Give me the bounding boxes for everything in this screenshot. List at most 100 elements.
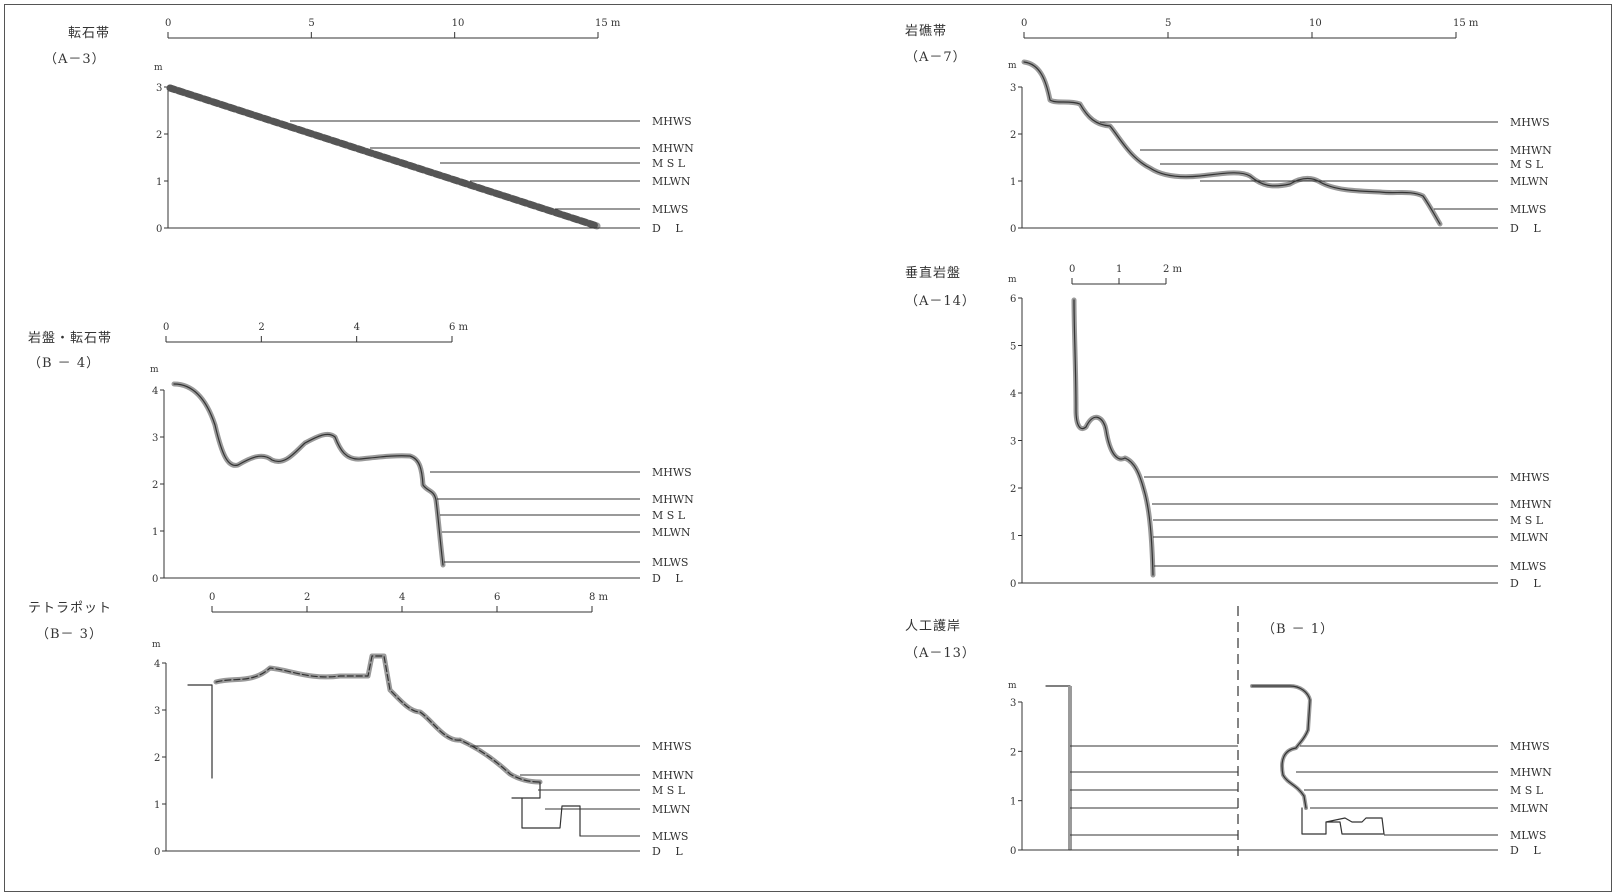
scale-tick-label-a7: 5 xyxy=(1165,18,1171,29)
rock-profile-b1-edge xyxy=(1251,685,1311,809)
depth-tick-label-b3: 2 xyxy=(154,753,160,764)
scale-tick-label-b4: 0 xyxy=(163,322,169,333)
panel-b3-title: テトラポット xyxy=(28,601,113,616)
tide-level-label-a14: MHWS xyxy=(1510,471,1550,484)
depth-tick-label-a3: 2 xyxy=(156,130,162,141)
depth-tick-label-a13: 2 xyxy=(1010,747,1016,758)
depth-tick-label-b3: 4 xyxy=(154,659,160,670)
depth-tick-label-a7: 2 xyxy=(1010,130,1016,141)
tide-level-label-a14: MLWN xyxy=(1510,531,1549,544)
tide-level-label-a7: MLWS xyxy=(1510,203,1546,216)
depth-unit-a14: m xyxy=(1008,275,1017,285)
depth-tick-label-a7: 1 xyxy=(1010,177,1016,188)
tetrapod-profile-edge xyxy=(215,655,541,783)
panel-a14-code: （A－14） xyxy=(905,294,976,309)
tide-level-label-a14: D L xyxy=(1510,577,1541,590)
panel-a13-title: 人工護岸 xyxy=(905,619,962,634)
depth-tick-label-b4: 1 xyxy=(152,527,158,538)
tide-level-label-a13: MLWS xyxy=(1510,829,1546,842)
tetrapod-profile xyxy=(213,653,543,785)
tide-level-label-a3: MHWN xyxy=(652,142,694,155)
tide-level-label-b4: M S L xyxy=(652,509,686,522)
boulder-slope-texture xyxy=(166,84,601,230)
depth-tick-label-a3: 3 xyxy=(156,83,162,94)
depth-tick-label-b4: 2 xyxy=(152,480,158,491)
panel-a14-title: 垂直岩盤 xyxy=(905,266,962,281)
tide-level-label-a13: D L xyxy=(1510,844,1541,857)
scale-tick-label-a14: 1 xyxy=(1116,264,1122,275)
tide-level-label-b3: M S L xyxy=(652,784,686,797)
tide-level-label-a7: MHWN xyxy=(1510,144,1552,157)
tide-level-label-b4: MHWN xyxy=(652,493,694,506)
tide-level-label-a3: D L xyxy=(652,222,683,235)
scale-tick-label-a7: 10 xyxy=(1309,18,1322,29)
depth-tick-label-a7: 3 xyxy=(1010,83,1016,94)
rock-profile-b4 xyxy=(171,381,446,568)
rock-profile-a14-edge xyxy=(1073,299,1154,576)
tide-level-label-a14: M S L xyxy=(1510,514,1544,527)
scale-tick-label-b3: 0 xyxy=(209,592,215,603)
depth-tick-label-b3: 0 xyxy=(154,847,160,858)
depth-tick-label-a14: 1 xyxy=(1010,532,1016,543)
rock-profile-a7-edge xyxy=(1023,61,1441,225)
panel-a7-code: （A－7） xyxy=(905,50,967,65)
depth-tick-label-b3: 3 xyxy=(154,706,160,717)
panel-a3-title: 転石帯 xyxy=(68,26,111,41)
depth-tick-label-a14: 5 xyxy=(1010,342,1016,353)
scale-tick-label-a3: 5 xyxy=(308,18,314,29)
tide-level-label-a7: D L xyxy=(1510,222,1541,235)
rock-profile-a14 xyxy=(1071,297,1156,578)
seawall-a13 xyxy=(1045,685,1071,851)
tetrapod-base xyxy=(511,781,581,837)
tide-level-label-b3: D L xyxy=(652,845,683,858)
panel-a3-code: （A－3） xyxy=(44,52,106,67)
depth-tick-label-b4: 4 xyxy=(152,386,158,397)
panel-a7-title: 岩礁帯 xyxy=(905,24,948,39)
depth-tick-label-a7: 0 xyxy=(1010,224,1016,235)
depth-tick-label-a14: 3 xyxy=(1010,437,1016,448)
scale-tick-label-b3: 6 xyxy=(494,592,500,603)
depth-tick-label-a14: 6 xyxy=(1010,294,1016,305)
scale-tick-label-a14: 0 xyxy=(1069,264,1075,275)
scale-tick-label-a14: 2 m xyxy=(1163,264,1183,275)
rock-profile-a7 xyxy=(1021,59,1443,227)
rock-profile-b4-edge xyxy=(173,383,444,566)
depth-unit-b3: m xyxy=(152,640,161,650)
depth-tick-label-b4: 0 xyxy=(152,574,158,585)
blocks-b1 xyxy=(1301,807,1385,835)
depth-unit-a7: m xyxy=(1008,61,1017,71)
tide-level-label-b3: MLWS xyxy=(652,830,688,843)
depth-tick-label-a3: 0 xyxy=(156,224,162,235)
panel-b4-code: （B － 4） xyxy=(28,356,101,371)
panel-b3-code: （B－ 3） xyxy=(36,627,103,642)
tide-level-label-a13: MHWS xyxy=(1510,740,1550,753)
depth-tick-label-a14: 4 xyxy=(1010,389,1016,400)
depth-unit-a3: m xyxy=(154,63,163,73)
depth-tick-label-b4: 3 xyxy=(152,433,158,444)
rock-profile-b1 xyxy=(1250,684,1312,810)
scale-tick-label-b3: 2 xyxy=(304,592,310,603)
panel-b4-title: 岩盤・転石帯 xyxy=(28,331,113,346)
tide-level-label-a13: MHWN xyxy=(1510,766,1552,779)
scale-tick-label-b4: 2 xyxy=(258,322,264,333)
tide-level-label-a14: MHWN xyxy=(1510,498,1552,511)
scale-tick-label-b3: 4 xyxy=(399,592,405,603)
figure-frame xyxy=(4,4,1612,892)
tide-level-label-a7: M S L xyxy=(1510,158,1544,171)
depth-tick-label-a13: 0 xyxy=(1010,846,1016,857)
depth-tick-label-a13: 1 xyxy=(1010,797,1016,808)
tide-level-label-b4: MHWS xyxy=(652,466,692,479)
tide-level-label-a3: MLWS xyxy=(652,203,688,216)
depth-tick-label-a3: 1 xyxy=(156,177,162,188)
tide-level-label-a3: MHWS xyxy=(652,115,692,128)
scale-tick-label-a7: 15 m xyxy=(1453,18,1479,29)
tide-level-label-b4: D L xyxy=(652,572,683,585)
scale-tick-label-a3: 10 xyxy=(452,18,465,29)
scale-tick-label-a3: 0 xyxy=(165,18,171,29)
tide-level-label-b3: MHWN xyxy=(652,769,694,782)
tide-level-label-a14: MLWS xyxy=(1510,560,1546,573)
tide-level-label-a13: MLWN xyxy=(1510,802,1549,815)
depth-unit-b4: m xyxy=(150,365,159,375)
tide-level-label-b3: MLWN xyxy=(652,803,691,816)
